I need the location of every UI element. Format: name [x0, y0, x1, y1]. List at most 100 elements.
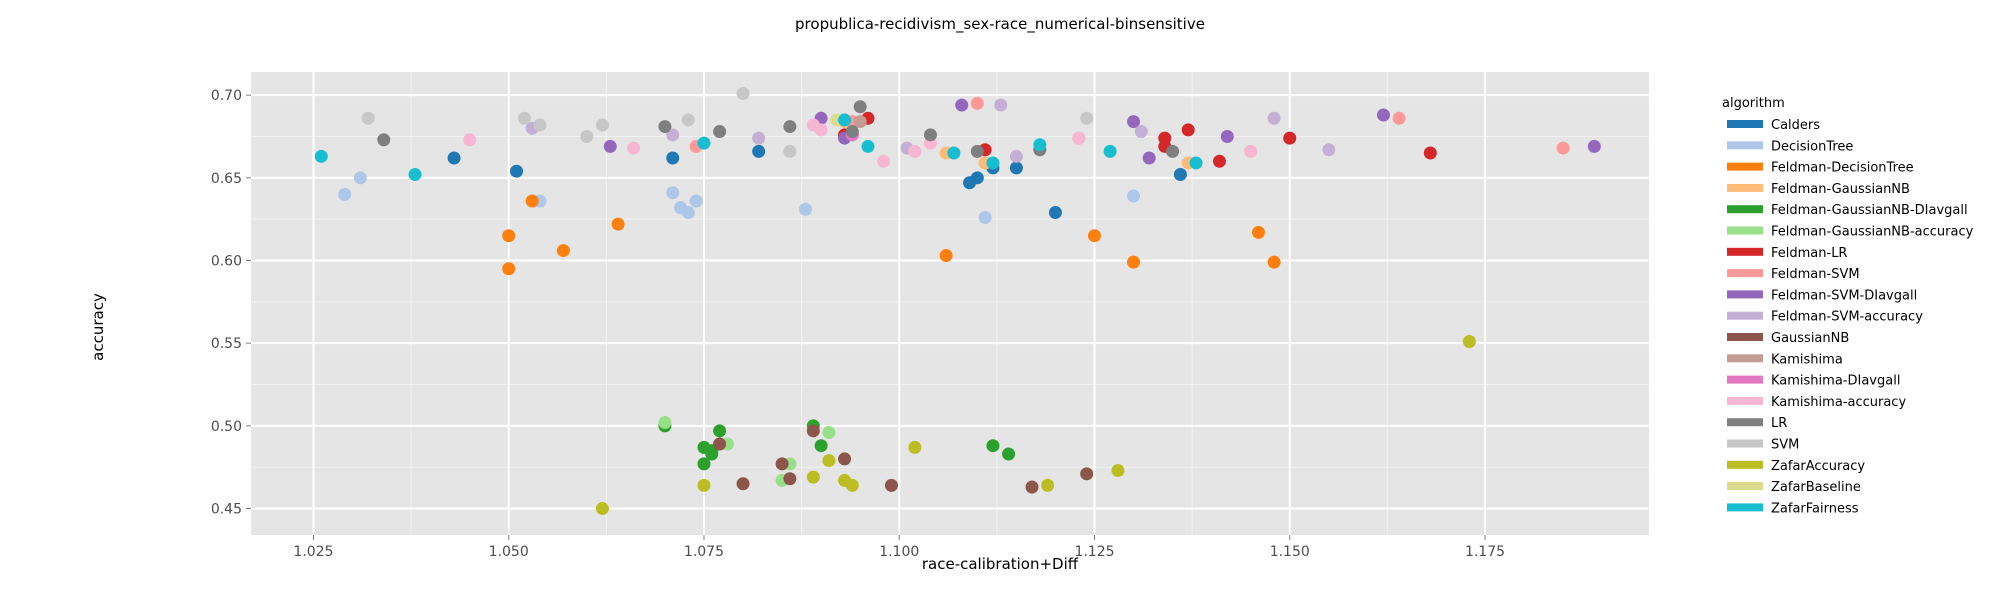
- data-point: [845, 125, 859, 139]
- data-point: [681, 206, 695, 220]
- series-Kamishima-accuracy: [463, 118, 1258, 168]
- data-point: [939, 249, 953, 263]
- data-point: [884, 478, 898, 492]
- data-point: [978, 211, 992, 225]
- data-point: [713, 125, 727, 139]
- data-point: [923, 128, 937, 142]
- x-tick-label: 1.050: [489, 544, 529, 560]
- data-point: [861, 139, 875, 153]
- x-tick-label: 1.075: [684, 544, 724, 560]
- data-point: [970, 171, 984, 185]
- series-GaussianNB: [713, 424, 1094, 494]
- series-Feldman-SVM-DIavgall: [603, 98, 1601, 165]
- data-point: [666, 151, 680, 165]
- data-point: [525, 194, 539, 208]
- data-point: [1322, 143, 1336, 157]
- legend-label: GaussianNB: [1771, 331, 1849, 346]
- legend-label: Kamishima: [1771, 352, 1843, 367]
- legend-swatch: [1727, 205, 1763, 214]
- data-point: [353, 171, 367, 185]
- data-point: [908, 144, 922, 158]
- data-point: [1072, 131, 1086, 145]
- data-point: [1173, 168, 1187, 182]
- data-point: [783, 472, 797, 486]
- data-point: [1212, 154, 1226, 168]
- data-point: [1127, 115, 1141, 129]
- legend-label: ZafarBaseline: [1771, 480, 1861, 495]
- legend-swatch: [1727, 333, 1763, 341]
- x-tick-label: 1.125: [1074, 544, 1114, 560]
- data-point: [1462, 335, 1476, 349]
- data-point: [1134, 125, 1148, 139]
- data-point: [595, 118, 609, 132]
- data-point: [1166, 144, 1180, 158]
- legend-swatch: [1727, 482, 1763, 491]
- data-point: [1376, 108, 1390, 122]
- data-point: [752, 131, 766, 145]
- legend-swatch: [1727, 460, 1763, 469]
- series-DecisionTree: [338, 171, 1141, 225]
- data-point: [814, 123, 828, 137]
- data-point: [1267, 255, 1281, 269]
- data-point: [838, 452, 852, 466]
- legend-label: Feldman-LR: [1771, 246, 1847, 261]
- data-point: [1392, 111, 1406, 125]
- data-point: [627, 141, 641, 155]
- series-Feldman-GaussianNB-DIavgall: [658, 419, 1016, 471]
- y-tick-label: 0.65: [211, 171, 242, 187]
- data-point: [697, 457, 711, 471]
- data-point: [1002, 447, 1016, 461]
- legend-swatch: [1727, 503, 1763, 512]
- data-point: [853, 100, 867, 114]
- data-point: [783, 120, 797, 134]
- legend: algorithm Calders DecisionTree Feldman-Dec…: [1722, 96, 1974, 516]
- data-point: [970, 96, 984, 110]
- data-point: [799, 202, 813, 216]
- data-point: [947, 146, 961, 160]
- data-point: [1009, 161, 1023, 175]
- x-tick-label: 1.100: [879, 544, 919, 560]
- data-point: [314, 149, 328, 163]
- data-point: [697, 136, 711, 150]
- legend-label: ZafarFairness: [1771, 501, 1859, 516]
- y-axis-label: accuracy: [89, 293, 107, 361]
- data-point: [338, 187, 352, 201]
- data-point: [1267, 111, 1281, 125]
- legend-swatch: [1727, 162, 1763, 171]
- legend-swatch: [1727, 141, 1763, 150]
- y-tick-label: 0.55: [211, 336, 242, 352]
- data-point: [1111, 464, 1125, 478]
- data-point: [1556, 141, 1570, 155]
- data-point: [970, 144, 984, 158]
- data-point: [1103, 144, 1117, 158]
- data-point: [1087, 229, 1101, 243]
- y-tick-label: 0.70: [211, 88, 242, 104]
- legend-swatch: [1727, 418, 1763, 427]
- data-point: [1127, 189, 1141, 203]
- legend-label: LR: [1771, 416, 1787, 431]
- data-points: [314, 86, 1601, 516]
- data-point: [845, 478, 859, 492]
- data-point: [908, 440, 922, 454]
- data-point: [775, 457, 789, 471]
- legend-label: Kamishima-accuracy: [1771, 395, 1906, 410]
- data-point: [1142, 151, 1156, 165]
- data-point: [361, 111, 375, 125]
- y-tick-label: 0.60: [211, 254, 242, 270]
- x-tick-label: 1.025: [293, 544, 333, 560]
- legend-label: Feldman-DecisionTree: [1771, 161, 1914, 176]
- legend-swatch: [1727, 311, 1763, 320]
- data-point: [1033, 138, 1047, 152]
- data-point: [1283, 131, 1297, 145]
- data-point: [1080, 467, 1094, 481]
- x-tick-label: 1.150: [1270, 544, 1310, 560]
- data-point: [502, 262, 516, 276]
- legend-label: Feldman-GaussianNB: [1771, 182, 1910, 197]
- x-axis-ticks: 1.025 1.050 1.075 1.100 1.125 1.150 1.175: [293, 535, 1505, 560]
- y-axis-ticks: 0.45 0.50 0.55 0.60 0.65 0.70: [211, 88, 251, 518]
- data-point: [822, 454, 836, 468]
- data-point: [681, 113, 695, 127]
- data-point: [556, 244, 570, 258]
- legend-swatch: [1727, 183, 1763, 192]
